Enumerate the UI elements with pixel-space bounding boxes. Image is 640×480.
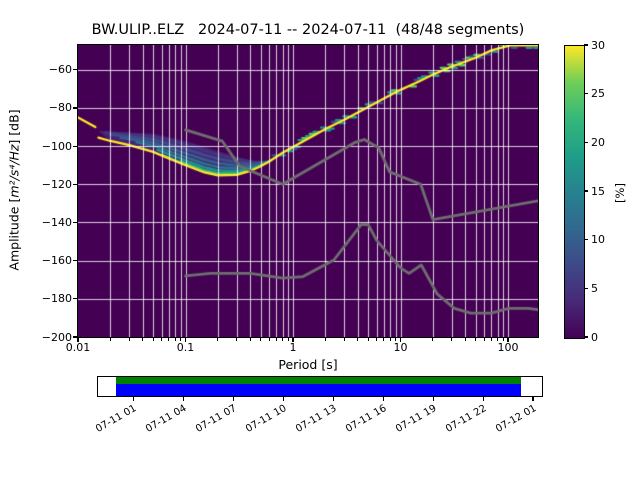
y-tick-label: −200 [41,330,72,344]
colorbar-tick-label: 15 [591,184,605,198]
x-tick-mark [77,338,79,342]
timeline-tick-label: 07-11 07 [194,403,239,436]
colorbar-tick-label: 10 [591,233,605,247]
x-tick-mark [184,338,187,342]
colorbar-tick-mark [584,141,588,143]
y-tick-label: −100 [41,139,72,153]
timeline-tick-mark [182,397,184,401]
timeline-tick-label: 07-11 04 [144,403,189,436]
timeline-tick-mark [382,397,384,401]
x-minor-tick-mark [174,338,176,341]
y-tick-label: −80 [48,101,72,115]
colorbar-tick-mark [584,336,588,338]
x-minor-tick-mark [324,338,326,341]
timeline-tick-mark [282,397,284,401]
y-tick-label: −60 [48,63,72,77]
x-minor-tick-mark [268,338,270,341]
colorbar-tick-mark [584,287,588,289]
colorbar-gradient [564,45,585,339]
plot-title: BW.ULIP..ELZ 2024-07-11 -- 2024-07-11 (4… [91,22,525,38]
y-tick-mark [73,107,78,109]
y-tick-mark [73,221,78,224]
x-minor-tick-mark [395,338,397,341]
timeline-tick-label: 07-11 10 [244,403,289,436]
x-minor-tick-mark [389,338,391,341]
y-tick-label: −180 [41,292,72,306]
x-tick-label: 0.01 [65,341,91,354]
timeline-tick-mark [432,397,434,401]
timeline-coverage-green [116,377,522,385]
timeline-bar [97,376,543,397]
y-tick-mark [73,69,78,71]
timeline-tick-label: 07-12 01 [494,403,539,436]
y-tick-mark [73,336,78,338]
colorbar-tick-mark [584,190,588,192]
x-minor-tick-mark [152,338,154,341]
timeline-tick-label: 07-11 13 [294,403,339,436]
x-minor-tick-mark [490,338,492,341]
timeline-tick-mark [532,397,534,401]
x-minor-tick-mark [287,338,289,341]
timeline-tick-label: 07-11 16 [344,403,389,436]
x-minor-tick-mark [502,338,504,341]
timeline-coverage-blue [116,384,522,396]
x-minor-tick-mark [217,338,219,341]
colorbar-tick-label: 25 [591,87,605,101]
x-minor-tick-mark [464,338,466,341]
x-tick-mark [292,338,294,342]
timeline-tick-mark [132,397,135,401]
x-minor-tick-mark [376,338,378,341]
x-tick-mark [399,338,402,342]
x-minor-tick-mark [249,338,251,341]
plot-frame [77,44,539,338]
y-tick-label: −160 [41,254,72,268]
y-tick-mark [73,298,78,300]
y-tick-label: −120 [41,177,72,191]
timeline-tick-label: 07-11 01 [94,403,139,436]
x-minor-tick-mark [142,338,144,341]
colorbar-tick-label: 5 [591,281,598,295]
x-minor-tick-mark [451,338,453,341]
x-minor-tick-mark [483,338,485,341]
x-minor-tick-mark [367,338,369,341]
y-tick-mark [73,145,78,147]
x-axis-label: Period [s] [278,357,338,372]
y-tick-label: −140 [41,215,72,229]
colorbar-tick-label: 0 [591,330,598,344]
x-minor-tick-mark [109,338,111,341]
x-minor-tick-mark [168,338,170,341]
timeline-tick-label: 07-11 19 [394,403,439,436]
timeline-tick-mark [482,397,484,401]
timeline-tick-mark [332,397,334,401]
x-minor-tick-mark [343,338,345,341]
colorbar-tick-mark [584,44,588,46]
x-minor-tick-mark [236,338,238,341]
timeline-tick-label: 07-11 22 [444,403,489,436]
x-minor-tick-mark [432,338,434,341]
x-tick-mark [507,338,509,342]
x-tick-label: 100 [497,341,519,354]
ppsd-heatmap-canvas [78,45,538,337]
x-minor-tick-mark [260,338,262,341]
x-minor-tick-mark [357,338,359,341]
x-minor-tick-mark [275,338,277,341]
x-tick-label: 10 [393,341,408,354]
x-tick-label: 0.1 [176,341,195,354]
colorbar-tick-mark [584,239,588,241]
x-minor-tick-mark [180,338,182,341]
x-minor-tick-mark [475,338,477,341]
y-tick-mark [73,183,78,185]
y-tick-mark [73,260,78,262]
x-minor-tick-mark [161,338,163,341]
colorbar-tick-mark [584,93,588,95]
x-minor-tick-mark [282,338,284,341]
colorbar-tick-label: 20 [591,135,605,149]
colorbar-tick-label: 30 [591,38,605,52]
x-tick-label: 1 [289,341,297,354]
x-minor-tick-mark [128,338,130,341]
timeline-tick-mark [232,397,234,401]
x-minor-tick-mark [383,338,385,341]
x-minor-tick-mark [497,338,499,341]
